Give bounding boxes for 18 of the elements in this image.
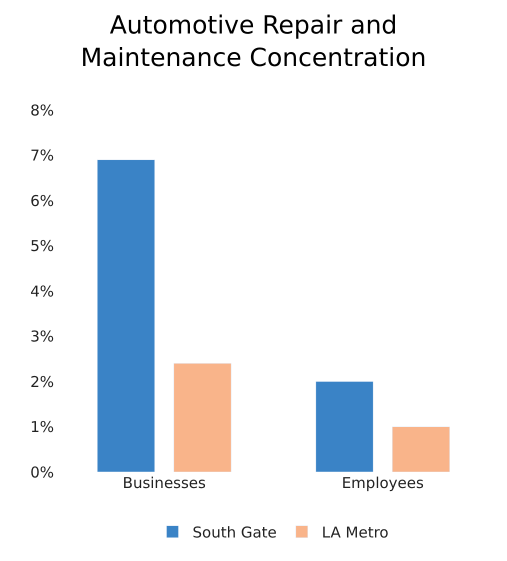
y-tick-label: 6% xyxy=(30,192,54,210)
legend-label: South Gate xyxy=(192,524,277,542)
y-tick-label: 8% xyxy=(30,101,54,120)
y-tick-label: 1% xyxy=(30,418,54,436)
bar xyxy=(392,426,450,472)
y-tick-label: 7% xyxy=(30,146,54,164)
legend-label: LA Metro xyxy=(322,524,389,542)
y-tick-label: 3% xyxy=(30,328,54,346)
bar xyxy=(97,160,155,472)
y-tick-label: 4% xyxy=(30,282,54,300)
y-tick-label: 0% xyxy=(30,463,54,482)
y-tick-label: 2% xyxy=(30,372,54,391)
chart-title: Automotive Repair and Maintenance Concentration xyxy=(80,10,426,72)
x-tick-label: Businesses xyxy=(122,474,206,492)
x-tick-label: Employees xyxy=(342,474,424,492)
bar xyxy=(316,381,374,472)
bar xyxy=(174,363,232,472)
y-tick-label: 5% xyxy=(30,237,54,255)
